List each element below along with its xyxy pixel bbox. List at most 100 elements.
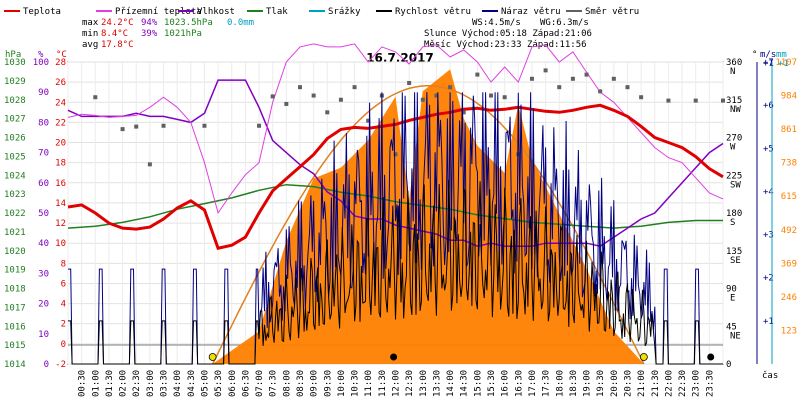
x-tick-label: 14:30 [460, 370, 470, 397]
series-lines [67, 43, 725, 365]
pct-tick-label: 80 [38, 118, 49, 128]
stats-min-press: 1021hPa [164, 29, 202, 39]
stats-max-rain: 0.0mm [227, 18, 254, 28]
hpa-tick-label: 1018 [4, 285, 26, 295]
wind-speed-max: WS:4.5m/s [472, 18, 521, 28]
wind-direction-point [461, 110, 466, 115]
wind-direction-point [475, 72, 480, 77]
x-tick-label: 16:00 [501, 370, 511, 397]
wind-direction-point [407, 80, 412, 85]
wind-direction-point [257, 123, 262, 128]
sun-moon-markers [208, 353, 715, 361]
x-tick-label: 05:30 [214, 370, 224, 397]
x-tick-label: 10:30 [351, 370, 361, 397]
wind-direction-point [448, 85, 453, 90]
ms-tick-label: +4 [763, 187, 774, 197]
wind-direction-point [270, 94, 275, 99]
wind-direction-point [557, 85, 562, 90]
wind-direction-point [147, 162, 152, 167]
pct-tick-label: 0 [44, 360, 49, 370]
x-tick-label: 08:30 [296, 370, 306, 397]
ms-tick-label: +2 [763, 274, 774, 284]
x-tick-label: 22:30 [678, 370, 688, 397]
wind-direction-point [639, 95, 644, 100]
wind-direction-point [134, 124, 139, 129]
c-tick-label: -2 [55, 360, 66, 370]
wind-direction-point [625, 85, 630, 90]
wind-direction-point [598, 89, 603, 94]
c-tick-label: 14 [55, 199, 66, 209]
wind-direction-point [393, 152, 398, 157]
x-tick-label: 19:00 [583, 370, 593, 397]
wind-direction-point [338, 97, 343, 102]
ms-tick-label: +1 [763, 317, 774, 327]
stats-max-temp: 24.2°C [101, 18, 134, 28]
ms-tick-label: +3 [763, 231, 774, 241]
moon-times: Měsíc Východ:23:33 Západ:11:56 [424, 40, 587, 50]
wind-direction-point [297, 85, 302, 90]
wind-direction-point [489, 93, 494, 98]
series-line-prizemni-teplota [67, 43, 724, 215]
x-tick-label: 20:30 [623, 370, 633, 397]
legend-label: Srážky [328, 7, 361, 17]
ms-unit: m/s [760, 50, 776, 60]
pct-tick-label: 100 [33, 58, 49, 68]
pct-tick-label: 10 [38, 330, 49, 340]
stats-avg-temp: 17.8°C [101, 40, 134, 50]
pct-tick-label: 60 [38, 179, 49, 189]
x-tick-label: 23:30 [705, 370, 715, 397]
wind-direction-point [611, 76, 616, 81]
x-tick-label: 23:00 [692, 370, 702, 397]
wind-gust-max: WG:6.3m/s [540, 18, 589, 28]
x-axis-unit: čas [762, 370, 778, 381]
wind-direction-point [721, 98, 725, 103]
hpa-tick-label: 1015 [4, 341, 26, 351]
c-unit: °C [56, 50, 67, 60]
x-tick-label: 02:30 [132, 370, 142, 397]
c-tick-label: 16 [55, 179, 66, 189]
wind-direction-point [529, 76, 534, 81]
wm2-tick-label: 246 [781, 293, 797, 303]
wind-direction-point [516, 152, 521, 157]
c-tick-label: 28 [55, 58, 66, 68]
legend-label: Směr větru [585, 7, 639, 17]
dir-tick-compass: S [730, 218, 735, 228]
wm2-tick-label: 615 [781, 192, 797, 202]
wind-direction-point [284, 101, 289, 106]
c-tick-label: 8 [61, 259, 66, 269]
legend-label: Vlhkost [197, 7, 235, 17]
sun-marker [208, 353, 217, 361]
c-tick-label: 12 [55, 219, 66, 229]
x-tick-label: 06:30 [241, 370, 251, 397]
x-tick-label: 22:00 [664, 370, 674, 397]
legend-label: Tlak [266, 7, 288, 17]
x-tick-label: 07:00 [255, 370, 265, 397]
stats-max-press: 1023.5hPa [164, 18, 213, 28]
c-tick-label: 24 [55, 98, 66, 108]
x-tick-label: 08:00 [282, 370, 292, 397]
x-tick-label: 16:30 [514, 370, 524, 397]
dir-tick-compass: E [730, 294, 735, 304]
c-tick-label: 26 [55, 78, 66, 88]
pct-tick-label: 90 [38, 88, 49, 98]
wind-direction-point [543, 68, 548, 73]
wind-direction-point [570, 76, 575, 81]
moon-marker [707, 353, 715, 361]
hpa-tick-label: 1017 [4, 303, 26, 313]
sun-moon-info: WS:4.5m/s WG:6.3m/s Slunce Východ:05:18 … [424, 18, 592, 50]
dir-tick-label: 225 [726, 171, 742, 181]
wind-direction-point [352, 85, 357, 90]
mm-unit: mm [776, 50, 787, 60]
x-tick-label: 01:00 [91, 370, 101, 397]
hpa-tick-label: 1028 [4, 96, 26, 106]
stats-min-temp: 8.4°C [101, 29, 128, 39]
hpa-tick-label: 1024 [4, 171, 26, 181]
sun-times: Slunce Východ:05:18 Západ:21:06 [424, 29, 592, 39]
legend-label: Přízemní teplota [115, 7, 202, 17]
hpa-tick-label: 1026 [4, 134, 26, 144]
dir-tick-label: 90 [726, 285, 737, 295]
dir-tick-label: 270 [726, 134, 742, 144]
wm2-tick-label: 1107 [775, 58, 797, 68]
x-tick-label: 10:00 [337, 370, 347, 397]
